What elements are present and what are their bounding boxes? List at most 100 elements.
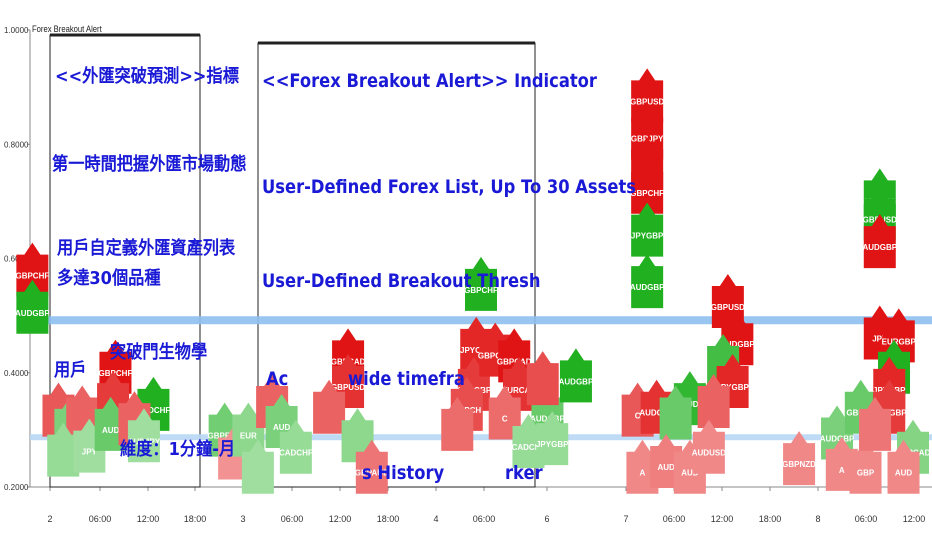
marker-shape — [313, 379, 346, 434]
breakout-marker: AUDUSD — [692, 419, 726, 474]
marker-label: GBPUSD — [711, 303, 745, 312]
box1-line-4: 多達30個品種 — [57, 268, 161, 289]
marker-label: GBPEUR — [208, 432, 242, 441]
marker-shape — [887, 439, 920, 494]
marker-shape — [559, 348, 592, 403]
marker-shape — [692, 419, 725, 474]
box2-line-7: rker — [505, 462, 543, 484]
x-tick-label: 06:00 — [473, 514, 496, 524]
breakout-marker: AUDJPY — [127, 408, 161, 463]
marker-label: JPYGBP — [716, 383, 749, 392]
box2-line-5: wide timefra — [348, 368, 465, 390]
marker-shape — [859, 396, 892, 451]
breakout-marker: CADCHF — [279, 419, 313, 474]
marker-shape — [241, 439, 274, 494]
marker-shape — [631, 105, 664, 160]
x-tick-label: 6 — [544, 514, 549, 524]
breakout-marker: GBPCHF — [15, 242, 49, 297]
marker-label: GBPCHF — [15, 272, 49, 281]
x-tick-label: 06:00 — [855, 514, 878, 524]
breakout-marker: GBPUSD — [630, 68, 664, 123]
x-tick-label: 06:00 — [663, 514, 686, 524]
marker-shape — [536, 411, 569, 466]
marker-label: AUDGBP — [639, 409, 674, 418]
box1-line-7: 維度：1分鐘-月 — [120, 439, 236, 460]
box1-line-6: 突破門生物學 — [110, 342, 208, 363]
breakout-marker: GBPNZD — [782, 431, 816, 486]
marker-label: JPYCAD — [460, 346, 493, 355]
marker-shape — [441, 396, 474, 451]
marker-label: A — [839, 466, 845, 475]
marker-label: AUD — [895, 469, 913, 478]
x-tick-label: 18:00 — [377, 514, 400, 524]
x-tick-label: 12:00 — [711, 514, 734, 524]
marker-label: GBPCHF — [99, 369, 133, 378]
x-tick-label: 06:00 — [89, 514, 112, 524]
box2-line-3: User-Defined Breakout Thresh — [262, 270, 541, 292]
marker-label: JPY — [872, 334, 888, 343]
x-tick-label: 8 — [815, 514, 820, 524]
x-tick-label: 3 — [240, 514, 245, 524]
breakout-marker — [341, 408, 374, 463]
x-tick-label: 12:00 — [329, 514, 352, 524]
marker-label: GBPUSD — [630, 97, 664, 106]
marker-shape — [47, 422, 80, 477]
marker-shape — [631, 202, 664, 257]
marker-label: GBPAUD — [355, 469, 389, 478]
marker-label: AUDJPY — [128, 437, 161, 446]
marker-shape — [465, 256, 497, 311]
box1-line-3: 用戶自定義外匯資產列表 — [57, 238, 236, 259]
marker-label: GBPCAD — [478, 352, 513, 361]
breakout-marker: GBPAUD — [355, 439, 389, 494]
marker-label: AUDCHF — [137, 406, 171, 415]
breakout-marker — [859, 396, 892, 451]
y-tick-label: 0.8000 — [4, 140, 29, 149]
breakout-marker: GBPCHF — [630, 159, 664, 214]
marker-label: EUR — [240, 432, 257, 441]
marker-shape — [127, 408, 160, 463]
marker-shape — [631, 254, 664, 309]
breakout-marker: JPYGBP — [536, 411, 569, 466]
marker-label: AUDGBP — [862, 243, 897, 252]
x-tick-label: 2 — [47, 514, 52, 524]
breakout-marker: GBPCHF — [464, 256, 498, 311]
marker-label: CADCHF — [512, 443, 546, 452]
marker-shape — [631, 159, 664, 214]
marker-shape — [659, 385, 692, 440]
marker-label: A — [640, 469, 646, 478]
breakout-marker: JPYGBP — [631, 202, 664, 257]
marker-label: GBPUSD — [331, 383, 365, 392]
breakout-marker: AUDGBP — [15, 279, 50, 334]
marker-label: GBPCAD — [497, 357, 532, 366]
marker-label: JPYGBP — [536, 440, 569, 449]
breakout-marker — [313, 379, 346, 434]
marker-label: AUD — [681, 469, 699, 478]
marker-label: AUDGBP — [15, 309, 50, 318]
marker-label: AUDGBP — [720, 340, 755, 349]
marker-shape — [863, 214, 896, 269]
x-tick-label: 7 — [623, 514, 628, 524]
y-tick-label: 0.4000 — [4, 369, 29, 378]
marker-label: AUDGBP — [559, 377, 594, 386]
marker-label: GBP — [857, 469, 875, 478]
breakout-marker: C — [488, 385, 521, 440]
x-tick-label: 06:00 — [281, 514, 304, 524]
box1-line-2: 第一時間把握外匯市場動態 — [52, 154, 247, 175]
marker-label: EURCAD — [502, 386, 536, 395]
marker-shape — [16, 279, 49, 334]
box2-line-2: User-Defined Forex List, Up To 30 Assets — [262, 176, 637, 198]
marker-label: EURGBP — [882, 337, 917, 346]
marker-label: AUDGBP — [630, 283, 665, 292]
marker-shape — [631, 68, 664, 123]
y-tick-label: 0.2000 — [4, 483, 29, 492]
breakout-marker — [241, 439, 274, 494]
marker-label: JPY — [82, 448, 98, 457]
marker-shape — [697, 374, 730, 429]
marker-label: GBPCHF — [464, 286, 498, 295]
breakout-marker: AUDGBP — [630, 254, 665, 309]
box2-line-4: Ac — [266, 368, 289, 390]
marker-label: AUD — [657, 463, 675, 472]
x-tick-label: 18:00 — [184, 514, 207, 524]
breakout-marker — [441, 396, 474, 451]
